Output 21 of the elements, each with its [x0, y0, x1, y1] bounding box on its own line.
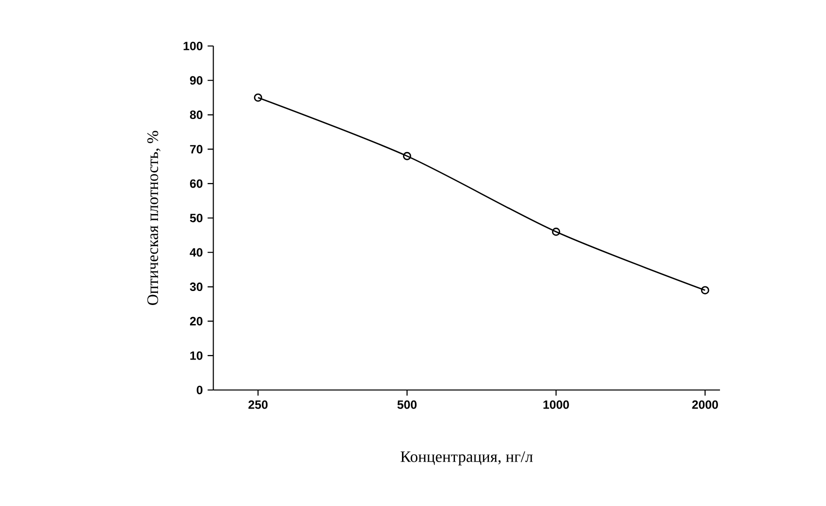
point	[402, 152, 412, 160]
point	[254, 93, 262, 102]
y-tick-label: 10	[190, 351, 202, 360]
y-tick-label: 100	[184, 42, 202, 50]
x-tick-label: 1000	[543, 400, 569, 409]
x-tick-label: 2000	[692, 400, 718, 409]
y-axis-title: Оптическая плотность, %	[147, 130, 160, 305]
y-tick-label: 70	[190, 144, 202, 154]
x-tick-label: 250	[248, 400, 268, 409]
y-tick-label: 60	[190, 179, 202, 188]
y-tick-label: 40	[190, 248, 202, 257]
y-tick-label: 90	[190, 76, 202, 85]
point	[552, 228, 560, 236]
point	[700, 286, 710, 294]
y-tick-label: 20	[190, 316, 202, 326]
y-tick-label: 0	[196, 386, 202, 394]
y-tick-label: 30	[190, 282, 202, 292]
x-axis-title: Концентрация, нг/л	[400, 451, 533, 466]
x-tick-label: 500	[397, 400, 417, 409]
y-tick-label: 50	[190, 214, 202, 222]
y-tick-label: 80	[190, 110, 202, 120]
